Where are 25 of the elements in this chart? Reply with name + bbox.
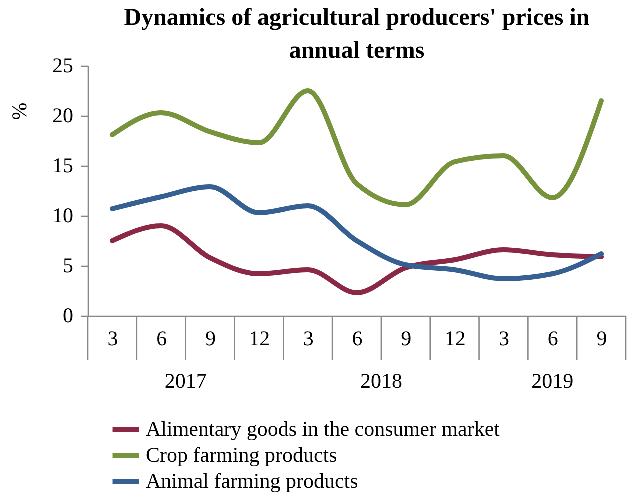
text: 2018 [360, 369, 402, 393]
x-tick-label: 6 [352, 326, 363, 350]
text: 2019 [532, 369, 574, 393]
y-tick-label: 20 [52, 104, 74, 128]
x-tick-label: 6 [156, 326, 168, 350]
legend-label: Alimentary goods in the consumer market [146, 417, 500, 441]
text: 2017 [164, 369, 207, 393]
y-tick-label: 15 [52, 154, 74, 178]
x-tick-label: 9 [206, 326, 216, 350]
x-tick-label: 12 [249, 326, 270, 350]
x-tick-label: 9 [401, 326, 412, 350]
x-tick-label: 6 [548, 326, 558, 350]
y-tick-label: 25 [52, 54, 74, 78]
y-tick-label: 10 [52, 204, 74, 228]
y-tick-label: 5 [63, 254, 74, 278]
x-tick-label: 9 [596, 326, 608, 350]
x-tick-label: 3 [108, 326, 118, 350]
y-axis-title: % [8, 102, 32, 120]
x-tick-label: 3 [498, 326, 510, 350]
x-tick-label: 3 [303, 326, 314, 350]
y-tick-label: 0 [63, 304, 74, 328]
legend-label: Animal farming products [146, 469, 358, 493]
x-tick-label: 12 [444, 326, 466, 350]
legend-label: Crop farming products [146, 443, 338, 467]
chart-title: Dynamics of agricultural producers' prices in annual terms [124, 5, 590, 64]
